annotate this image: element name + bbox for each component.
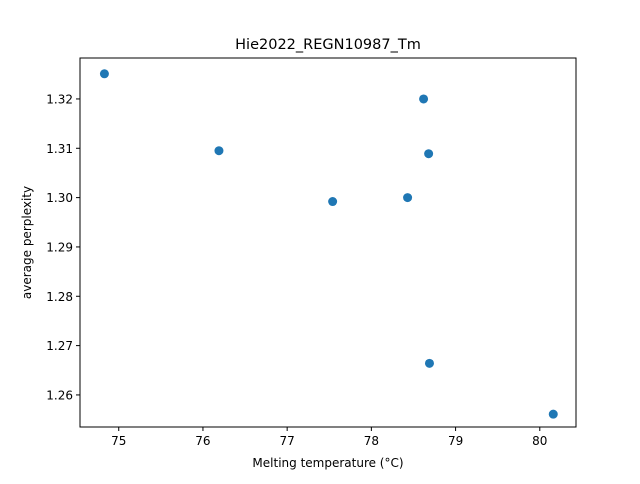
data-point [419, 94, 429, 104]
y-tick-label: 1.32 [46, 92, 73, 106]
x-tick-label: 77 [280, 434, 295, 448]
y-tick-label: 1.28 [46, 290, 73, 304]
y-tick-label: 1.30 [46, 191, 73, 205]
data-point [548, 409, 558, 419]
x-axis-label: Melting temperature (°C) [252, 456, 403, 470]
x-tick-label: 75 [111, 434, 126, 448]
data-points [99, 69, 558, 419]
x-tick-label: 80 [532, 434, 547, 448]
x-tick-label: 76 [195, 434, 210, 448]
plot-frame [79, 57, 577, 428]
y-tick-label: 1.31 [46, 142, 73, 156]
x-axis-ticks: 75 76 77 78 79 80 [111, 427, 547, 448]
x-tick-label: 79 [448, 434, 463, 448]
data-point [99, 69, 109, 79]
data-point [424, 358, 434, 368]
y-axis-label: average perplexity [20, 186, 34, 299]
data-point [424, 149, 434, 159]
data-point [214, 146, 224, 156]
data-point [403, 193, 413, 203]
chart-title: Hie2022_REGN10987_Tm [235, 37, 421, 53]
y-axis-ticks: 1.26 1.27 1.28 1.29 1.30 1.31 1.32 [46, 92, 80, 402]
data-point [328, 197, 338, 207]
y-tick-label: 1.27 [46, 339, 73, 353]
x-tick-label: 78 [364, 434, 379, 448]
y-tick-label: 1.26 [46, 388, 73, 402]
y-tick-label: 1.29 [46, 240, 73, 254]
